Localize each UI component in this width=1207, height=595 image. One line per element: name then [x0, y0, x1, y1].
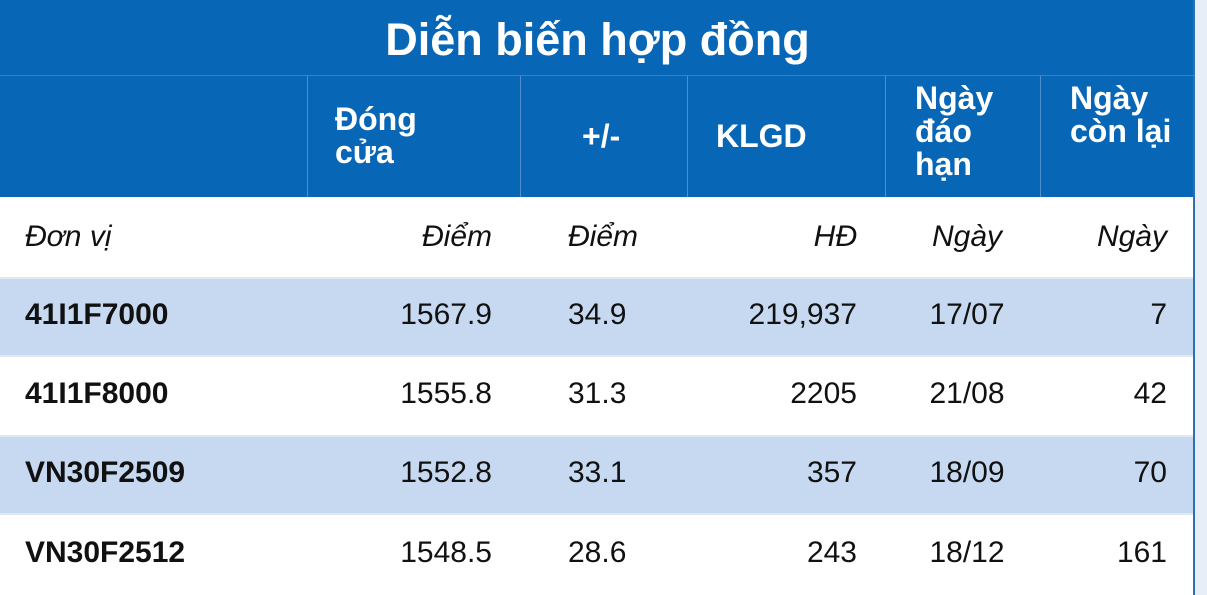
header-cell: +/-: [582, 117, 621, 154]
table-cell: 34.9: [568, 298, 627, 331]
table-cell: 28.6: [568, 536, 627, 569]
table-cell: 70: [1133, 456, 1167, 489]
table-cell: VN30F2512: [25, 536, 186, 569]
header-separator: [307, 75, 308, 197]
table-cell: 41I1F8000: [25, 377, 169, 410]
header-separator: [885, 75, 886, 197]
table-cell: 18/12: [929, 536, 1005, 569]
table-cell: 219,937: [748, 298, 857, 331]
header-band: [0, 0, 1195, 197]
header-cell: Ngày đáo hạn: [915, 80, 994, 182]
table-cell: 243: [806, 536, 857, 569]
unit-cell: HĐ: [813, 220, 857, 253]
right-border: [1193, 0, 1195, 595]
table-cell: 17/07: [929, 298, 1005, 331]
table-cell: 1548.5: [400, 536, 492, 569]
row-background: [0, 435, 1193, 513]
table-cell: VN30F2509: [25, 456, 186, 489]
header-cell: Ngày còn lại: [1070, 80, 1172, 149]
table-cell: 161: [1116, 536, 1167, 569]
unit-cell: Điểm: [568, 220, 639, 253]
header-separator: [687, 75, 688, 197]
table-cell: 357: [806, 456, 857, 489]
table-cell: 2205: [790, 377, 857, 410]
header-separator: [1040, 75, 1041, 197]
table-cell: 42: [1133, 377, 1167, 410]
unit-cell: Điểm: [421, 220, 492, 253]
unit-cell: Ngày: [1096, 220, 1167, 253]
row-background: [0, 513, 1193, 595]
table-cell: 1552.8: [400, 456, 492, 489]
table-cell: 1567.9: [400, 298, 492, 331]
table-cell: 33.1: [568, 456, 627, 489]
header-cell: Đóng cửa: [335, 101, 417, 170]
table-cell: 31.3: [568, 377, 627, 410]
header-cell: KLGD: [716, 117, 807, 154]
row-background: [0, 277, 1193, 355]
table-cell: 21/08: [929, 377, 1005, 410]
unit-cell: Đơn vị: [25, 220, 112, 253]
table-cell: 1555.8: [400, 377, 492, 410]
title: Diễn biến hợp đồng: [385, 14, 810, 65]
header-line: [0, 75, 1195, 76]
right-edge: [1195, 0, 1207, 595]
unit-cell: Ngày: [931, 220, 1003, 253]
table-cell: 41I1F7000: [25, 298, 169, 331]
table-cell: 18/09: [929, 456, 1005, 489]
header-separator: [520, 75, 521, 197]
table-cell: 7: [1150, 298, 1167, 331]
row-background: [0, 355, 1193, 435]
